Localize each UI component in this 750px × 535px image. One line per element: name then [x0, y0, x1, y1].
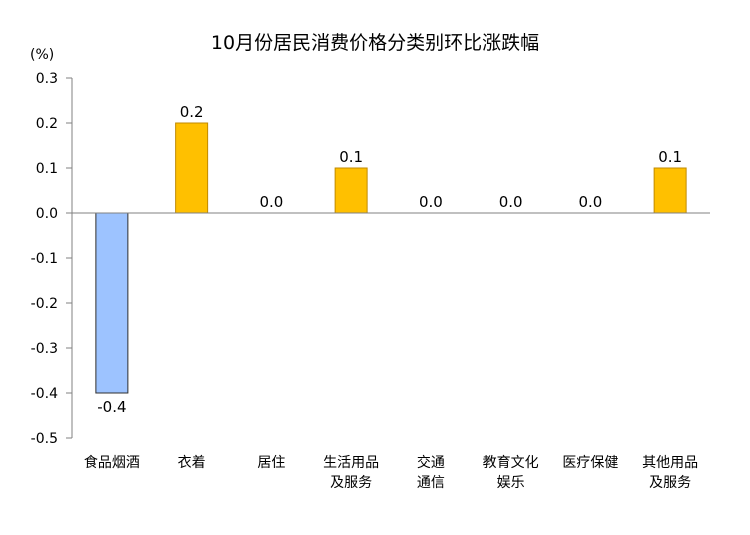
x-category-label: 生活用品 [323, 455, 379, 471]
bar-1 [95, 212, 129, 394]
y-tick-label: -0.1 [31, 251, 58, 267]
y-axis-unit-label: (%) [30, 47, 55, 63]
x-category-label: 娱乐 [497, 475, 525, 491]
x-category-label: 衣着 [178, 455, 206, 471]
y-tick-label: 0.3 [36, 71, 58, 87]
chart-title: 10月份居民消费价格分类别环比涨跌幅 [210, 32, 540, 54]
data-label: 0.1 [658, 148, 682, 166]
x-category-label: 及服务 [649, 475, 691, 491]
data-label: 0.0 [578, 193, 602, 211]
y-tick-label: 0.0 [36, 206, 58, 222]
y-tick-label: -0.3 [31, 341, 58, 357]
bar-8 [653, 167, 687, 214]
y-tick-label: 0.2 [36, 116, 58, 132]
x-category-label: 食品烟酒 [84, 454, 140, 471]
y-tick-label: 0.1 [36, 161, 58, 177]
data-label: 0.0 [499, 193, 523, 211]
y-tick-label: -0.4 [31, 386, 58, 402]
data-label: 0.1 [339, 148, 363, 166]
bar-2 [175, 122, 209, 214]
x-category-label: 居住 [257, 455, 285, 471]
bar-4 [334, 167, 368, 214]
y-tick-label: -0.2 [31, 296, 58, 312]
data-label: -0.4 [97, 398, 126, 416]
x-category-label: 及服务 [330, 475, 372, 491]
data-label: 0.0 [419, 193, 443, 211]
y-tick-label: -0.5 [31, 431, 58, 447]
data-label: 0.0 [259, 193, 283, 211]
x-category-label: 医疗保健 [562, 455, 618, 471]
x-category-label: 通信 [417, 475, 445, 491]
data-label: 0.2 [180, 103, 204, 121]
x-category-label: 交通 [417, 454, 445, 471]
x-category-label: 教育文化 [483, 455, 539, 471]
x-category-label: 其他用品 [642, 455, 698, 471]
